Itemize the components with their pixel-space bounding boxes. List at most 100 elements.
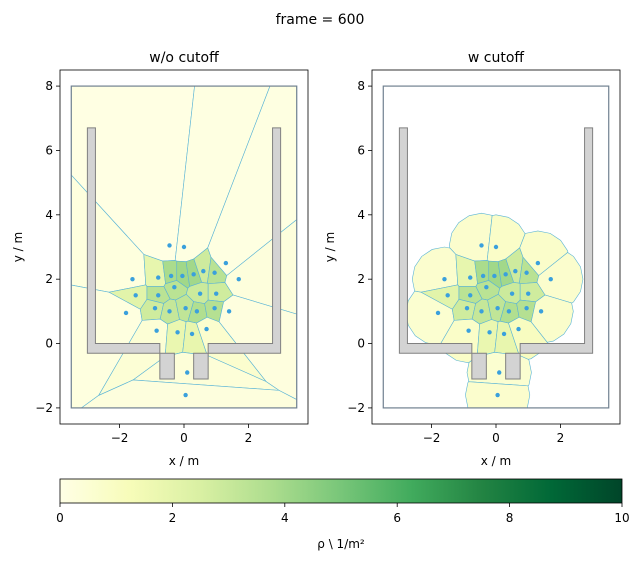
colorbar-tick-label: 6: [393, 511, 401, 525]
agent-point: [223, 260, 229, 266]
voronoi-cell: [519, 230, 569, 276]
colorbar-tick-label: 2: [169, 511, 177, 525]
agent-point: [212, 305, 217, 311]
agent-point: [185, 370, 190, 375]
panel-title: w cutoff: [468, 50, 525, 66]
agent-point: [197, 291, 203, 296]
agent-point: [516, 326, 521, 332]
x-tick-label: −2: [111, 431, 129, 445]
agent-point: [468, 275, 473, 280]
y-tick-label: −2: [35, 401, 53, 415]
agent-point: [152, 305, 158, 311]
y-tick-label: 4: [45, 208, 53, 222]
agent-point: [175, 330, 180, 335]
agent-point: [226, 309, 232, 314]
agent-point: [194, 309, 200, 314]
voronoi-cell: [536, 252, 584, 304]
agent-point: [167, 309, 172, 314]
agent-point: [172, 285, 177, 290]
agent-point: [535, 260, 541, 266]
agent-point: [509, 291, 515, 296]
panel-with-cutoff: −2 0 2 −2 0 2 4 6 8 w cutoff x / m y / m: [323, 50, 621, 468]
y-tick-label: 2: [45, 272, 53, 286]
agent-point: [464, 305, 470, 311]
y-tick-label: 6: [45, 143, 53, 157]
y-tick-label: 8: [45, 79, 53, 93]
colorbar-ticks: 0 2 4 6 8 10: [56, 503, 630, 525]
voronoi-cell: [530, 294, 574, 343]
x-axis-label: x / m: [481, 454, 511, 468]
panel-without-cutoff: −2 0 2 −2 0 2 4 6 8 w/o cutoff x / m y / m: [11, 50, 309, 468]
colorbar-label: ρ \ 1/m²: [317, 537, 365, 551]
voronoi-cell: [411, 246, 459, 293]
agent-point: [495, 392, 500, 398]
colorbar-tick-label: 10: [614, 511, 629, 525]
y-tick-label: 8: [357, 79, 365, 93]
agent-point: [524, 305, 529, 311]
agent-point: [180, 273, 185, 279]
agent-point: [493, 244, 499, 250]
y-tick-label: 0: [45, 337, 53, 351]
x-tick-label: 0: [492, 431, 500, 445]
agent-point: [167, 243, 172, 248]
agent-point: [513, 268, 518, 274]
agent-point: [484, 285, 489, 290]
x-tick-label: 2: [557, 431, 565, 445]
colorbar-tick-label: 4: [281, 511, 289, 525]
agent-point: [156, 293, 161, 298]
obstacle-right: [193, 127, 282, 380]
x-axis-label: x / m: [169, 454, 199, 468]
colorbar-gradient: [59, 478, 623, 504]
agent-point: [526, 291, 531, 296]
agent-point: [524, 270, 529, 275]
y-tick-label: −2: [347, 401, 365, 415]
y-tick-label: 2: [357, 272, 365, 286]
agent-point: [168, 273, 174, 279]
obstacle-right: [505, 127, 594, 380]
figure-title: frame = 600: [276, 12, 365, 28]
voronoi-cell: [162, 260, 178, 285]
agent-point: [183, 392, 188, 398]
agent-point: [479, 243, 484, 248]
agent-point: [189, 331, 195, 337]
colorbar-tick-label: 0: [56, 511, 64, 525]
panel-title: w/o cutoff: [149, 50, 219, 66]
y-axis-label: y / m: [323, 232, 337, 262]
agent-point: [501, 331, 507, 337]
y-axis-label: y / m: [11, 232, 25, 262]
obstacle-left: [398, 127, 487, 380]
x-tick-label: −2: [423, 431, 441, 445]
agent-point: [133, 293, 138, 298]
colorbar-tick-label: 8: [506, 511, 514, 525]
agent-point: [479, 309, 484, 314]
agent-point: [236, 276, 241, 282]
agent-point: [548, 276, 553, 282]
agent-point: [492, 273, 497, 279]
agent-point: [442, 276, 447, 282]
agent-point: [506, 309, 512, 314]
agent-point: [466, 328, 471, 333]
y-tick-label: 4: [357, 208, 365, 222]
walkable-area-boundary: [70, 85, 298, 409]
agent-point: [204, 326, 209, 332]
agent-point: [191, 272, 196, 277]
agent-point: [201, 268, 206, 274]
agent-point: [445, 293, 450, 298]
agent-point: [487, 330, 492, 335]
y-tick-label: 0: [357, 337, 365, 351]
obstacle-left: [86, 127, 175, 380]
voronoi-cell: [474, 260, 490, 285]
agent-point: [214, 291, 219, 296]
agent-point: [130, 276, 135, 282]
agent-point: [156, 275, 161, 280]
agent-point: [212, 270, 217, 275]
voronoi-cells: [405, 212, 584, 409]
agent-point: [154, 328, 159, 333]
colorbar: 0 2 4 6 8 10 ρ \ 1/m²: [56, 478, 630, 551]
agent-point: [123, 310, 129, 316]
walkable-area-boundary: [382, 85, 610, 409]
agent-point: [503, 272, 508, 277]
x-tick-label: 0: [180, 431, 188, 445]
agent-point: [183, 305, 188, 311]
